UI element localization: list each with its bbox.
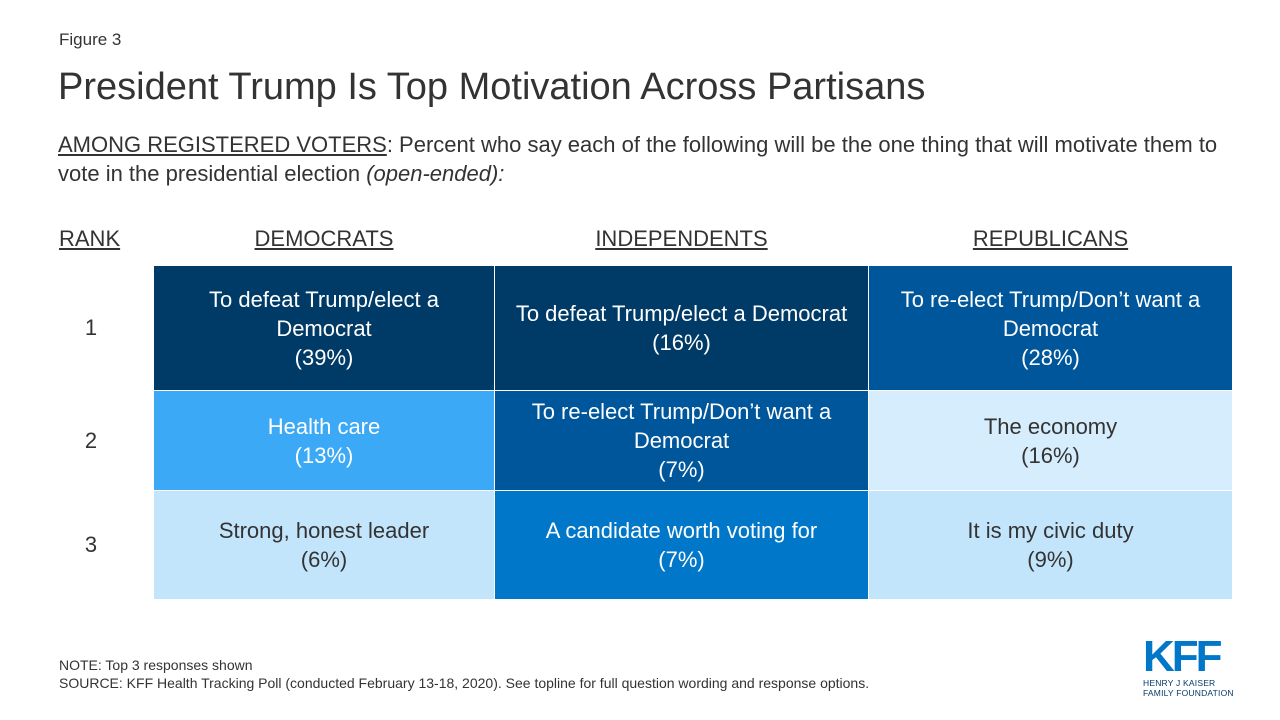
cell-response: Health care (267, 413, 381, 439)
figure-label: Figure 3 (59, 30, 122, 49)
cell-response: The economy (983, 413, 1118, 439)
table-cell: Health care (13%) (154, 391, 494, 490)
column-header-democrats: DEMOCRATS (254, 226, 394, 251)
cell-percent: (39%) (294, 344, 354, 370)
chart-title: President Trump Is Top Motivation Across… (58, 66, 926, 108)
cell-percent: (9%) (1027, 547, 1074, 572)
note-text: NOTE: Top 3 responses shown (59, 657, 253, 673)
cell-percent: (7%) (658, 547, 705, 572)
table-cell: A candidate worth voting for (7%) (495, 491, 868, 599)
cell-percent: (16%) (1021, 442, 1080, 468)
rank-header: RANK (59, 226, 121, 251)
column-header-republicans: REPUBLICANS (972, 226, 1129, 251)
cell-response: A candidate worth voting for (545, 518, 818, 543)
column-header-independents: INDEPENDENTS (595, 226, 768, 251)
cell-response: To defeat Trump/elect a Democrat (209, 286, 439, 341)
logo-line2: FAMILY FOUNDATION (1143, 688, 1234, 698)
table-cell: To re-elect Trump/Don’t want a Democrat (… (869, 266, 1232, 390)
chart-subtitle: AMONG REGISTERED VOTERS: Percent who say… (58, 130, 1218, 188)
cell-percent: (7%) (658, 457, 705, 482)
table-cell: To defeat Trump/elect a Democrat (39%) (154, 266, 494, 390)
cell-percent: (6%) (300, 547, 348, 572)
table-cell: It is my civic duty (9%) (869, 491, 1232, 599)
logo-mark: KFF (1143, 632, 1223, 681)
table-cell: To re-elect Trump/Don’t want a Democrat (… (495, 391, 868, 490)
table-cell: To defeat Trump/elect a Democrat (16%) (495, 266, 868, 390)
cell-response: Strong, honest leader (218, 518, 430, 543)
kff-logo: KFF HENRY J KAISER FAMILY FOUNDATION (1143, 632, 1235, 699)
cell-response: To re-elect Trump/Don’t want a Democrat (900, 286, 1201, 341)
rank-number: 2 (84, 427, 98, 453)
rank-number: 3 (84, 532, 98, 557)
footnotes: NOTE: Top 3 responses shown SOURCE: KFF … (59, 656, 869, 692)
source-text: SOURCE: KFF Health Tracking Poll (conduc… (59, 675, 870, 691)
cell-response: It is my civic duty (967, 518, 1134, 543)
subtitle-lead: AMONG REGISTERED VOTERS (58, 132, 387, 157)
cell-response: To re-elect Trump/Don’t want a Democrat (531, 399, 832, 453)
cell-percent: (28%) (1021, 344, 1080, 370)
table-cell: Strong, honest leader (6%) (154, 491, 494, 599)
cell-percent: (16%) (652, 330, 711, 355)
table-cell: The economy (16%) (869, 391, 1232, 490)
cell-response: To defeat Trump/elect a Democrat (515, 301, 848, 326)
rank-number: 1 (84, 315, 98, 340)
subtitle-italic: (open-ended): (366, 161, 505, 186)
logo-line1: HENRY J KAISER (1143, 678, 1216, 688)
cell-percent: (13%) (294, 442, 354, 468)
subtitle-text: : Percent who say each of the following … (58, 132, 1218, 186)
